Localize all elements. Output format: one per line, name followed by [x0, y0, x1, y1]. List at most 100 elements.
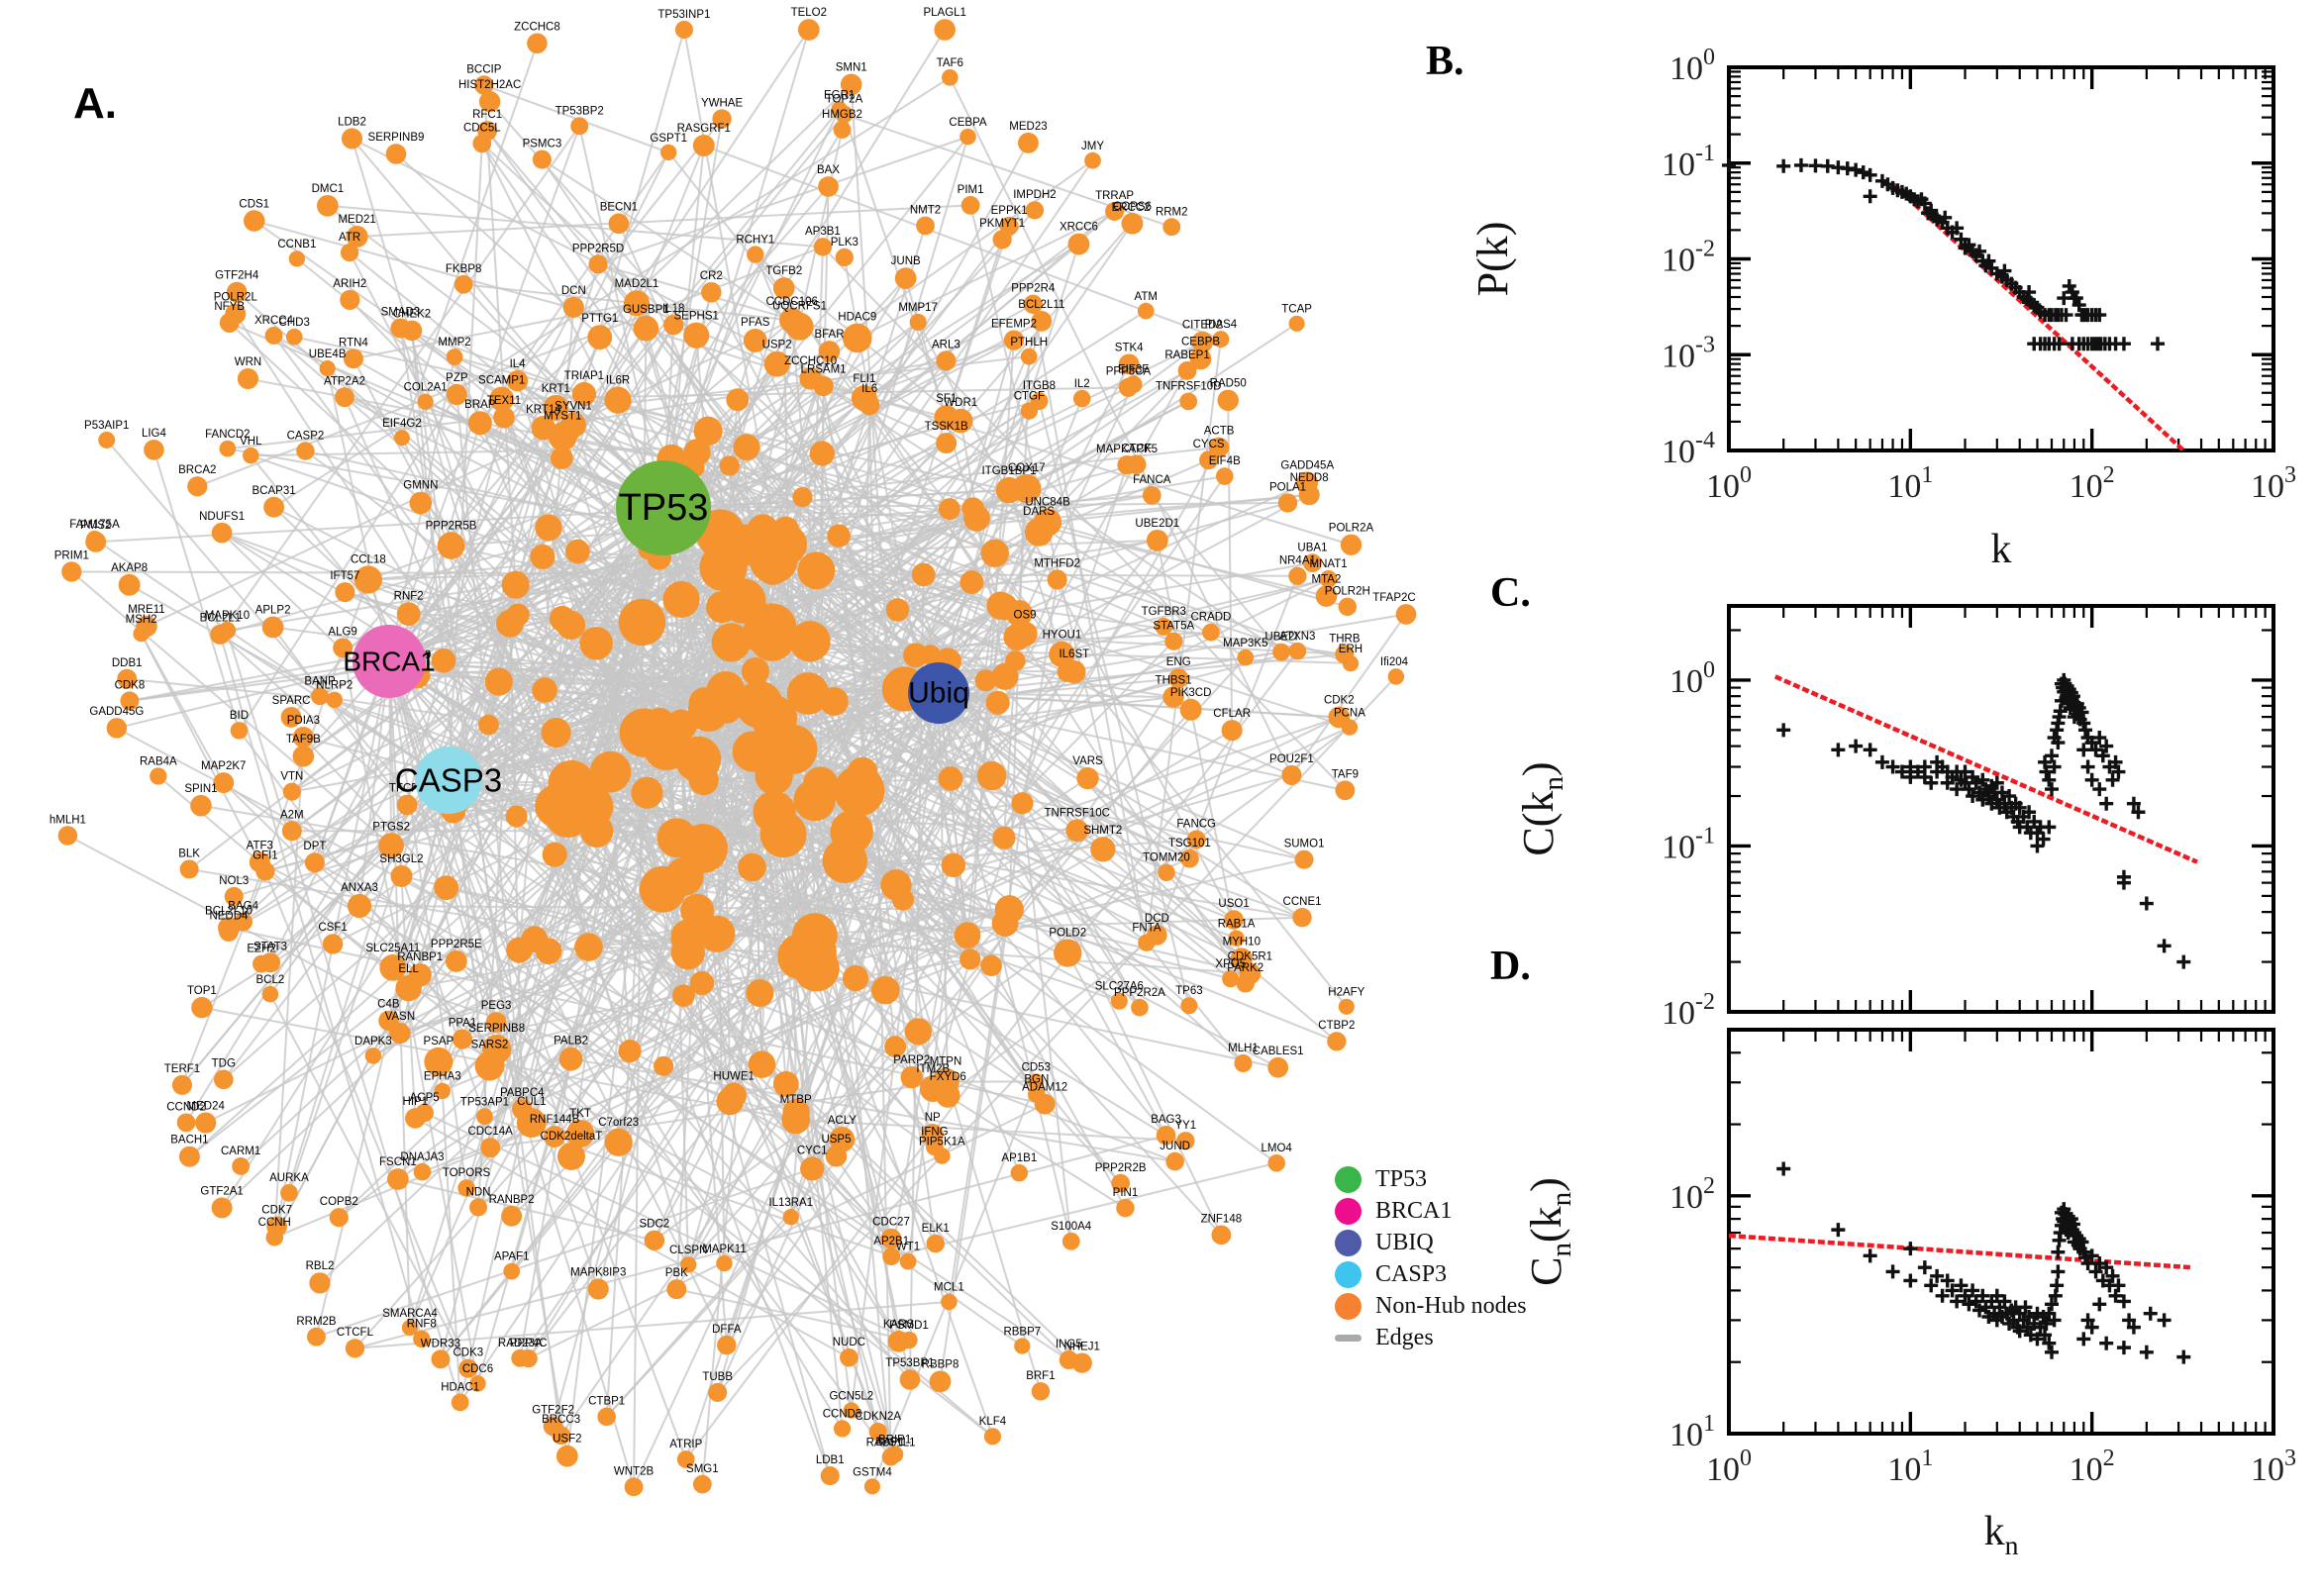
gene-node-label: TFAP2C: [1372, 592, 1415, 604]
gene-node: [954, 922, 981, 949]
gene-node: [224, 886, 244, 907]
gene-node-label: PSAP: [424, 1036, 454, 1047]
gene-node: [1156, 1125, 1176, 1146]
tick-label: 10-4: [1662, 428, 1715, 470]
axis-frame: [1727, 1028, 2275, 1436]
data-point-plus: [2052, 337, 2067, 351]
data-point-plus: [1981, 253, 1996, 268]
gene-node-label: ZCCHC10: [784, 355, 837, 367]
network-edge: [220, 507, 664, 636]
gene-node-label: HUWE1: [713, 1071, 755, 1083]
gene-node-label: CDK2deltaT: [541, 1131, 603, 1143]
tick-label: 10-3: [1662, 332, 1715, 374]
gene-node: [1179, 698, 1202, 721]
gene-node-label: POU2F1: [1269, 753, 1314, 765]
gene-node: [1179, 848, 1199, 868]
tick-label: 101: [1887, 462, 1933, 505]
gene-node: [1020, 402, 1039, 420]
gene-node-label: BAX: [817, 164, 840, 176]
data-point-plus: [2084, 736, 2099, 750]
gene-node: [1288, 315, 1305, 332]
data-point-plus: [1856, 165, 1870, 180]
tick-label: 10-1: [1662, 141, 1715, 183]
gene-node-label: YY1: [1174, 1120, 1196, 1132]
gene-node-label: LMO4: [1262, 1143, 1293, 1154]
network-edge: [675, 369, 1188, 1290]
gene-node: [304, 852, 325, 873]
gene-node: [842, 964, 869, 992]
gene-node-label: KRT1: [542, 383, 570, 395]
gene-node: [144, 440, 164, 460]
gene-node: [991, 662, 1019, 690]
tick-label: 100: [1706, 462, 1752, 505]
network-edge: [833, 700, 952, 780]
network-edge: [521, 716, 1340, 1111]
legend-item: BRCA1: [1335, 1198, 1527, 1225]
gene-node-label: C7orf23: [598, 1117, 639, 1129]
tick-exponent: 1: [1921, 1446, 1933, 1471]
network-edge: [406, 417, 505, 806]
gene-node-label: NUDC: [833, 1337, 865, 1348]
data-point-plus: [2051, 1245, 2066, 1259]
tick-exponent: 0: [1740, 1446, 1752, 1471]
network-edge: [327, 367, 717, 701]
tick-exponent: 2: [1703, 1173, 1715, 1199]
gene-node-label: SMAD3: [381, 306, 421, 318]
gene-node-label: RABEP1: [1164, 349, 1209, 361]
gene-node: [604, 1128, 633, 1156]
gene-node: [489, 386, 515, 412]
gene-node: [237, 367, 259, 390]
gene-node-label: PPP2R5B: [426, 520, 477, 532]
network-edge: [789, 692, 940, 1218]
gene-node: [766, 724, 818, 775]
data-point-plus: [1950, 1294, 1965, 1309]
gene-node-label: BCL2L11: [1018, 299, 1064, 311]
gene-node: [1237, 648, 1255, 666]
gene-node-label: SF1: [936, 393, 957, 405]
gene-node: [335, 387, 354, 408]
gene-node: [891, 888, 914, 911]
gene-node-label: IL6: [861, 383, 877, 395]
network-edge: [662, 489, 1010, 509]
gene-node-label: TSSK1B: [925, 421, 968, 433]
network-edge: [448, 650, 1282, 781]
gene-node: [840, 1347, 858, 1367]
gene-node: [319, 360, 336, 377]
gene-node-label: HDAC9: [838, 312, 876, 324]
legend-item: TP53: [1335, 1166, 1527, 1193]
gene-node: [1126, 454, 1147, 475]
network-edge: [495, 1022, 568, 1456]
gene-node-label: IL6R: [606, 375, 630, 387]
gene-node: [322, 934, 344, 954]
gene-node: [759, 811, 807, 858]
gene-node: [61, 561, 82, 582]
gene-node: [1180, 997, 1198, 1015]
gene-node: [833, 1420, 852, 1438]
gene-node: [219, 922, 239, 942]
gene-node: [343, 349, 363, 369]
gene-node: [478, 714, 499, 736]
gene-node: [1072, 389, 1091, 408]
gene-node: [1303, 553, 1322, 573]
gene-node: [1014, 1338, 1031, 1354]
gene-node-label: NDN: [466, 1186, 491, 1198]
network-edge: [351, 138, 664, 509]
gene-node: [292, 745, 315, 767]
gene-node-label: TKT: [569, 1108, 591, 1120]
gene-node-label: MAPK10: [205, 610, 250, 622]
axis-title-part: k: [1991, 527, 2012, 572]
gene-node: [904, 1018, 932, 1046]
data-point-plus: [2022, 805, 2037, 820]
gene-node-label: BCCIP: [466, 63, 501, 75]
network-edge: [605, 1216, 792, 1418]
network-edge: [1032, 304, 1148, 944]
gene-node-label: PRIM1: [54, 549, 89, 561]
network-edge: [1003, 363, 1131, 608]
data-point-plus: [2116, 1294, 2131, 1309]
gene-node: [191, 996, 213, 1019]
gene-node-label: TGFB2: [765, 265, 802, 277]
gene-node-label: PPP3CA: [1106, 366, 1152, 378]
gene-node-label: MAP2K7: [201, 760, 246, 772]
gene-node: [317, 194, 339, 217]
gene-node-label: CDK8: [115, 679, 146, 691]
